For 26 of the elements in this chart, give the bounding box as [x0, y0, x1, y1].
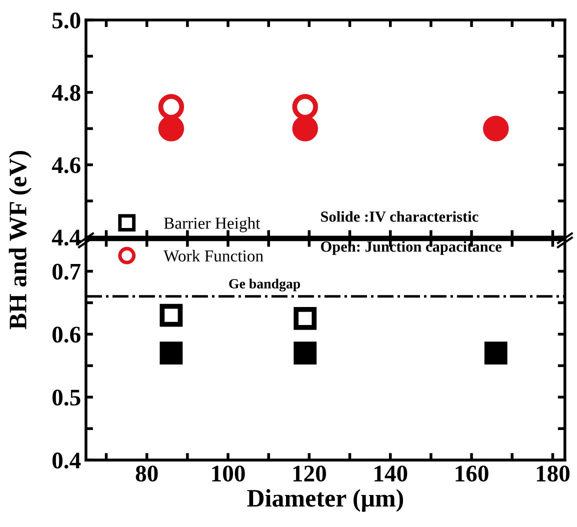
- legend-label: Barrier Height: [164, 217, 260, 232]
- y-tick-label: 4.8: [52, 84, 80, 101]
- legend-label: Work Function: [164, 250, 264, 262]
- x-tick-label: 80: [136, 466, 158, 482]
- ref-line-label: Ge bandgap: [229, 278, 300, 292]
- y-tick-label: 0.4: [52, 452, 81, 469]
- x-tick-label: 120: [293, 466, 326, 482]
- point: [484, 342, 508, 365]
- annotation: Open: Junction capacitance: [320, 241, 502, 255]
- point: [294, 342, 317, 365]
- point: [294, 307, 317, 330]
- y-tick-label: 0.6: [52, 326, 80, 343]
- y-tick-label: 0.5: [52, 390, 80, 406]
- y-tick-label: 0.7: [52, 264, 81, 280]
- y-tick-label: 4.6: [52, 157, 80, 174]
- x-axis-title: Diameter (μm): [247, 489, 404, 512]
- point: [160, 304, 183, 327]
- x-tick-label: 100: [212, 466, 245, 482]
- y-tick-label: 4.4: [52, 230, 81, 246]
- y-axis-title: BH and WF (eV): [8, 150, 32, 330]
- x-tick-label: 180: [536, 466, 570, 482]
- point: [160, 342, 183, 365]
- x-tick-label: 140: [374, 466, 408, 482]
- annotation: Solide :IV characteristic: [321, 211, 478, 222]
- y-tick-label: 5.0: [52, 12, 80, 29]
- x-tick-label: 160: [456, 466, 488, 482]
